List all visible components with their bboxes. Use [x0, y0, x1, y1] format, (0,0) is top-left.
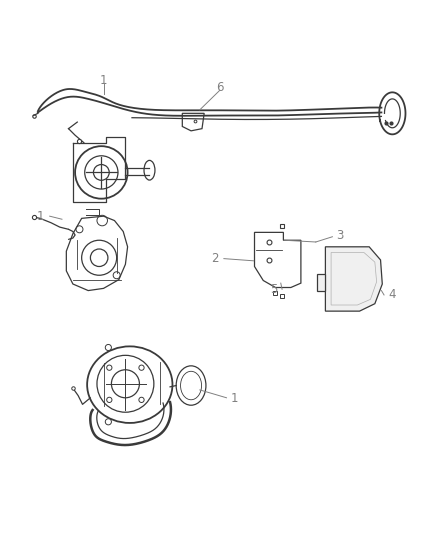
- Circle shape: [105, 419, 111, 425]
- Text: 5: 5: [270, 282, 277, 296]
- Circle shape: [138, 397, 144, 402]
- Polygon shape: [316, 274, 325, 290]
- Text: 1: 1: [230, 392, 238, 405]
- Text: 3: 3: [336, 229, 343, 243]
- Text: 2: 2: [211, 252, 219, 265]
- Circle shape: [138, 365, 144, 370]
- Circle shape: [106, 397, 112, 402]
- Circle shape: [106, 365, 112, 370]
- Text: 1: 1: [99, 74, 107, 87]
- Text: 6: 6: [215, 80, 223, 94]
- Polygon shape: [325, 247, 381, 311]
- Text: 1: 1: [36, 209, 44, 223]
- Circle shape: [105, 344, 111, 351]
- Text: 4: 4: [388, 288, 395, 302]
